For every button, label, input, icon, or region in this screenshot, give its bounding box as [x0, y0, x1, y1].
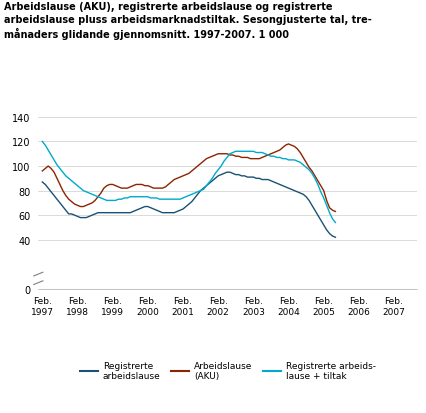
- Legend: Registrerte
arbeidslause, Arbeidslause
(AKU), Registrerte arbeids-
lause + tilta: Registrerte arbeidslause, Arbeidslause (…: [80, 361, 376, 380]
- Text: Arbeidslause (AKU), registrerte arbeidslause og registrerte
arbeidslause pluss a: Arbeidslause (AKU), registrerte arbeidsl…: [4, 2, 372, 40]
